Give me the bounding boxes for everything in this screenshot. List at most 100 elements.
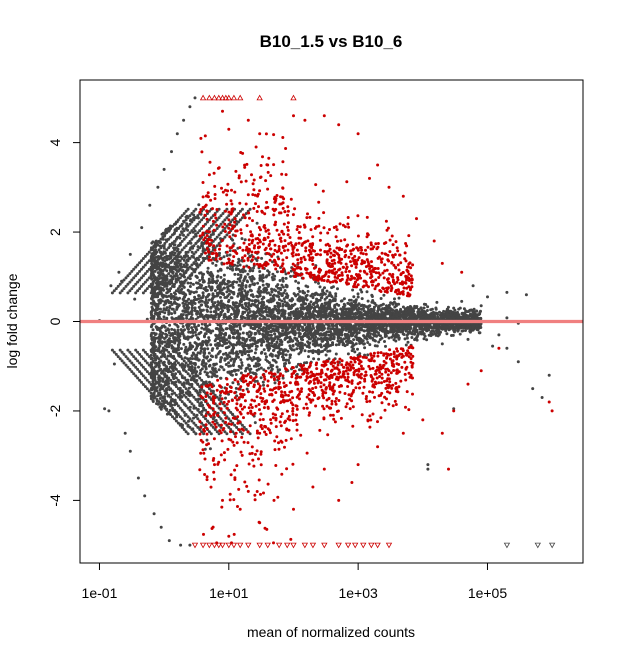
gene-point: [275, 325, 279, 329]
gene-point: [168, 337, 171, 341]
gene-point: [192, 291, 196, 294]
gene-point: [353, 350, 357, 354]
gene-point: [339, 329, 342, 333]
gene-point: [254, 362, 258, 366]
gene-point: [241, 336, 245, 340]
gene-point: [160, 299, 164, 303]
gene-point: [326, 327, 330, 330]
gene-point: [208, 447, 212, 451]
gene-point: [266, 359, 269, 363]
gene-point: [306, 285, 310, 289]
gene-point: [208, 380, 211, 384]
gene-point: [293, 333, 297, 336]
gene-point: [238, 332, 242, 336]
gene-point: [382, 323, 386, 327]
gene-point: [268, 333, 272, 337]
gene-point: [381, 302, 385, 306]
gene-point: [249, 304, 253, 308]
gene-point: [463, 313, 467, 317]
gene-point: [464, 309, 468, 313]
gene-point: [419, 324, 422, 328]
gene-point: [287, 322, 291, 326]
gene-point: [234, 313, 237, 316]
gene-point: [477, 313, 481, 317]
gene-point: [220, 344, 224, 348]
gene-point: [288, 298, 292, 302]
gene-point: [352, 299, 356, 303]
gene-point: [188, 285, 192, 288]
gene-point: [213, 367, 217, 371]
gene-point: [218, 360, 222, 364]
gene-point: [355, 304, 359, 308]
gene-point: [403, 314, 407, 318]
gene-point: [206, 294, 210, 298]
gene-point: [190, 310, 194, 314]
gene-point: [276, 283, 280, 287]
gene-point: [353, 329, 357, 333]
gene-point: [189, 281, 193, 285]
gene-point: [203, 332, 207, 336]
gene-point: [426, 325, 429, 329]
gene-point: [176, 343, 180, 347]
gene-point: [205, 288, 209, 292]
gene-point: [293, 330, 297, 333]
gene-point: [205, 356, 209, 360]
gene-point: [173, 322, 177, 326]
gene-point: [184, 313, 188, 317]
gene-point: [209, 370, 213, 374]
gene-point: [389, 323, 393, 327]
gene-point: [177, 315, 181, 319]
gene-point: [285, 292, 289, 296]
gene-point: [479, 309, 482, 313]
gene-point: [174, 380, 178, 384]
gene-point: [244, 367, 248, 371]
gene-point: [192, 298, 196, 302]
gene-point: [238, 263, 242, 267]
gene-point: [194, 333, 198, 337]
gene-point: [243, 289, 247, 293]
gene-point: [312, 326, 316, 330]
gene-point: [357, 306, 361, 310]
gene-point: [281, 308, 285, 312]
gene-point: [160, 310, 164, 314]
gene-point: [187, 312, 191, 316]
gene-point: [156, 402, 160, 406]
gene-point: [193, 366, 197, 370]
gene-point: [270, 290, 274, 294]
gene-point: [303, 361, 306, 365]
gene-point: [351, 315, 355, 319]
gene-point: [291, 344, 295, 348]
gene-point: [394, 302, 398, 306]
gene-point: [240, 361, 244, 365]
gene-point: [303, 349, 307, 353]
gene-point: [264, 289, 268, 293]
gene-point: [181, 325, 185, 328]
gene-point: [478, 331, 482, 335]
gene-point: [158, 397, 162, 400]
gene-point: [345, 333, 349, 336]
gene-point: [476, 327, 480, 331]
gene-point: [325, 289, 329, 293]
gene-point: [276, 370, 280, 374]
gene-point: [334, 352, 338, 356]
gene-point: [161, 331, 165, 335]
gene-point: [199, 369, 203, 372]
gene-point: [154, 332, 158, 336]
gene-point: [366, 325, 370, 329]
gene-point: [300, 344, 304, 348]
gene-point: [380, 336, 384, 340]
gene-point: [151, 307, 155, 311]
gene-point: [351, 288, 355, 292]
gene-point: [279, 338, 283, 342]
gene-point: [217, 368, 221, 372]
gene-point: [442, 326, 446, 330]
gene-point: [159, 407, 163, 411]
gene-point: [309, 328, 313, 332]
gene-point: [183, 328, 186, 332]
gene-point: [468, 326, 472, 330]
gene-point: [379, 297, 383, 300]
gene-point: [206, 347, 210, 351]
gene-point: [273, 304, 277, 308]
gene-point: [240, 237, 244, 241]
gene-point: [248, 288, 252, 292]
